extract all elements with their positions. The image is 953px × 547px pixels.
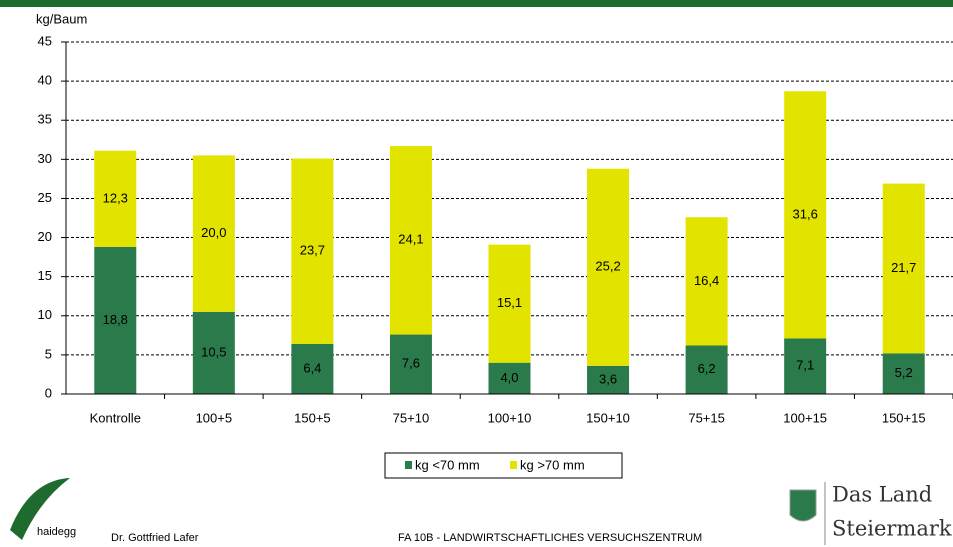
value-label: 31,6 bbox=[793, 206, 818, 221]
brand-line1: Das Land bbox=[832, 483, 932, 507]
value-label: 20,0 bbox=[201, 225, 226, 240]
crest bbox=[789, 489, 817, 522]
x-tick-label: 150+5 bbox=[294, 410, 331, 425]
x-tick-label: 150+10 bbox=[586, 410, 630, 425]
institute: FA 10B - LANDWIRTSCHAFTLICHES VERSUCHSZE… bbox=[398, 532, 702, 544]
value-label: 12,3 bbox=[103, 190, 128, 205]
x-tick-label: 75+15 bbox=[688, 410, 725, 425]
bar-segment bbox=[587, 168, 630, 366]
value-label: 15,1 bbox=[497, 295, 522, 310]
legend-swatch bbox=[510, 461, 517, 469]
y-tick-label: 45 bbox=[38, 33, 52, 48]
bar-segment bbox=[685, 345, 728, 394]
bar-segment bbox=[587, 365, 630, 394]
value-label: 18,8 bbox=[103, 312, 128, 327]
value-label: 24,1 bbox=[398, 232, 423, 247]
value-label: 3,6 bbox=[599, 371, 617, 386]
bar-segment bbox=[389, 146, 432, 335]
x-tick-label: 100+15 bbox=[783, 410, 827, 425]
brand-line2: Steiermark bbox=[832, 517, 952, 541]
bar-segment bbox=[882, 183, 925, 354]
value-label: 23,7 bbox=[300, 243, 325, 258]
value-label: 16,4 bbox=[694, 273, 719, 288]
value-label: 7,1 bbox=[796, 358, 814, 373]
value-label: 5,2 bbox=[895, 365, 913, 380]
bar-segment bbox=[291, 343, 334, 394]
x-tick-label: 100+10 bbox=[488, 410, 532, 425]
value-label: 21,7 bbox=[891, 260, 916, 275]
bar-segment bbox=[291, 158, 334, 344]
y-axis-label: kg/Baum bbox=[36, 11, 87, 26]
value-label: 25,2 bbox=[595, 259, 620, 274]
x-tick-label: 150+15 bbox=[882, 410, 926, 425]
logo-text: haidegg bbox=[37, 526, 76, 538]
bar-segment bbox=[94, 150, 137, 247]
bar-segment bbox=[685, 217, 728, 346]
bar-segment bbox=[192, 155, 235, 312]
value-label: 4,0 bbox=[500, 370, 518, 385]
plot: 0 5 10 15 20 25 30 35 40 45 Kontrolle 18,8 12,3 100+5… bbox=[38, 33, 953, 425]
bar-segment bbox=[784, 91, 827, 339]
bar-segment bbox=[488, 244, 531, 363]
value-label: 7,6 bbox=[402, 356, 420, 371]
legend-items: kg <70 mm kg >70 mm bbox=[405, 457, 585, 472]
legend bbox=[384, 452, 623, 479]
y-tick-label: 0 bbox=[45, 385, 52, 400]
top-strip bbox=[0, 0, 953, 7]
y-tick-label: 40 bbox=[38, 73, 52, 88]
x-tick-label: Kontrolle bbox=[90, 410, 141, 425]
value-label: 10,5 bbox=[201, 344, 226, 359]
value-label: 6,2 bbox=[698, 361, 716, 376]
bar-segment bbox=[94, 246, 137, 394]
legend-label: kg <70 mm bbox=[415, 457, 480, 472]
bar-segment bbox=[192, 311, 235, 394]
value-label: 6,4 bbox=[303, 360, 321, 375]
bar-segment bbox=[389, 334, 432, 394]
legend-label: kg >70 mm bbox=[520, 457, 585, 472]
y-tick-label: 5 bbox=[45, 346, 52, 361]
x-tick-label: 100+5 bbox=[196, 410, 233, 425]
bar-segment bbox=[488, 362, 531, 394]
y-tick-label: 25 bbox=[38, 190, 52, 205]
bar-segment bbox=[784, 338, 827, 394]
y-tick-label: 30 bbox=[38, 151, 52, 166]
y-tick-label: 15 bbox=[38, 268, 52, 283]
y-tick-label: 20 bbox=[38, 229, 52, 244]
bar-segment bbox=[882, 353, 925, 394]
logo-shape bbox=[10, 478, 70, 540]
y-tick-label: 35 bbox=[38, 112, 52, 127]
author: Dr. Gottfried Lafer bbox=[111, 532, 199, 544]
x-tick-label: 75+10 bbox=[393, 410, 430, 425]
legend-swatch bbox=[405, 461, 412, 469]
y-tick-label: 10 bbox=[38, 307, 52, 322]
